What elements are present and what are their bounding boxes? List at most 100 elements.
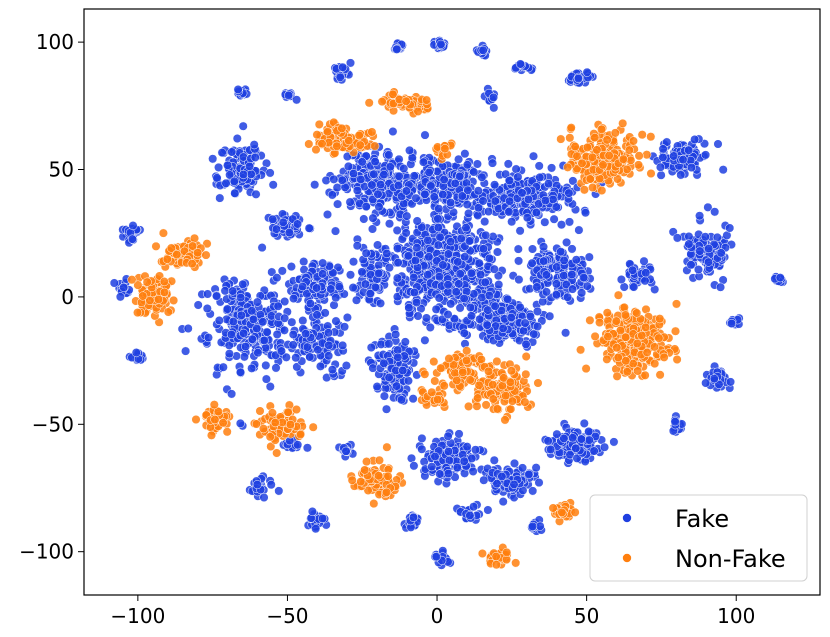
data-point: [649, 342, 660, 352]
data-point: [459, 456, 469, 466]
data-point: [515, 59, 525, 69]
data-point: [298, 282, 308, 292]
data-point: [356, 477, 366, 487]
data-point: [252, 297, 262, 307]
data-point: [401, 96, 411, 106]
data-point: [446, 299, 456, 309]
data-point: [444, 354, 454, 364]
data-point: [621, 332, 631, 342]
data-point: [431, 304, 441, 314]
data-point: [659, 352, 669, 362]
data-point: [267, 408, 277, 418]
data-point: [273, 301, 283, 311]
data-point: [217, 148, 227, 158]
data-point: [524, 469, 534, 480]
data-point: [412, 243, 422, 253]
data-point: [368, 213, 378, 223]
data-point: [484, 290, 494, 301]
data-point: [599, 442, 610, 452]
data-point: [206, 430, 217, 440]
data-point: [604, 151, 614, 161]
data-point: [429, 192, 439, 202]
data-point: [610, 128, 620, 138]
data-point: [509, 479, 519, 489]
data-point: [535, 172, 545, 182]
data-point: [248, 314, 259, 324]
data-point: [462, 346, 472, 356]
data-point: [443, 249, 453, 259]
data-point: [355, 140, 365, 150]
data-point: [438, 260, 448, 270]
data-point: [413, 106, 423, 116]
data-point: [337, 175, 347, 185]
data-point: [538, 242, 549, 252]
data-point: [189, 233, 200, 243]
data-point: [438, 189, 448, 200]
data-point: [430, 451, 440, 462]
data-point: [602, 354, 612, 364]
y-tick-label: 50: [49, 158, 74, 182]
data-point: [250, 152, 260, 162]
data-point: [431, 552, 441, 562]
data-point: [411, 193, 421, 203]
data-point: [452, 375, 462, 385]
data-point: [461, 355, 472, 365]
data-point: [476, 270, 486, 280]
data-point: [274, 486, 284, 496]
data-point: [700, 232, 710, 242]
data-point: [567, 244, 577, 254]
data-point: [335, 72, 345, 82]
data-point: [166, 243, 176, 253]
data-point: [703, 257, 714, 267]
data-point: [421, 95, 432, 105]
data-point: [520, 397, 530, 407]
data-point: [490, 180, 500, 190]
data-point: [191, 414, 201, 425]
data-point: [669, 151, 679, 161]
data-point: [551, 279, 562, 289]
data-point: [472, 159, 482, 169]
data-point: [573, 73, 583, 84]
data-point: [561, 328, 571, 338]
x-tick-label: −100: [110, 604, 165, 628]
data-point: [434, 272, 444, 282]
data-point: [357, 157, 367, 167]
y-tick-label: −50: [32, 412, 74, 436]
data-point: [534, 478, 544, 488]
data-point: [383, 471, 393, 481]
data-point: [338, 340, 348, 350]
data-point: [361, 248, 371, 258]
x-tick-label: −50: [266, 604, 308, 628]
data-point: [261, 374, 271, 384]
data-point: [576, 434, 586, 444]
data-point: [384, 339, 394, 349]
data-point: [621, 356, 631, 366]
data-point: [517, 463, 528, 473]
data-point: [266, 480, 276, 490]
data-point: [590, 331, 600, 341]
data-point: [655, 370, 665, 380]
data-point: [314, 119, 324, 129]
data-point: [465, 302, 476, 313]
data-point: [417, 433, 427, 443]
data-point: [456, 234, 466, 244]
data-point: [393, 258, 403, 268]
data-point: [354, 130, 364, 140]
data-point: [549, 214, 559, 224]
data-point: [443, 280, 453, 290]
data-point: [379, 391, 389, 401]
data-point: [433, 395, 443, 405]
data-point: [464, 208, 474, 218]
data-point: [453, 257, 463, 267]
data-point: [505, 196, 515, 206]
data-point: [483, 505, 493, 515]
data-point: [259, 492, 269, 503]
data-point: [450, 178, 460, 188]
data-point: [327, 190, 337, 200]
data-point: [492, 247, 503, 257]
data-point: [288, 340, 298, 350]
data-point: [582, 281, 592, 291]
data-point: [299, 257, 309, 267]
data-point: [345, 270, 356, 280]
